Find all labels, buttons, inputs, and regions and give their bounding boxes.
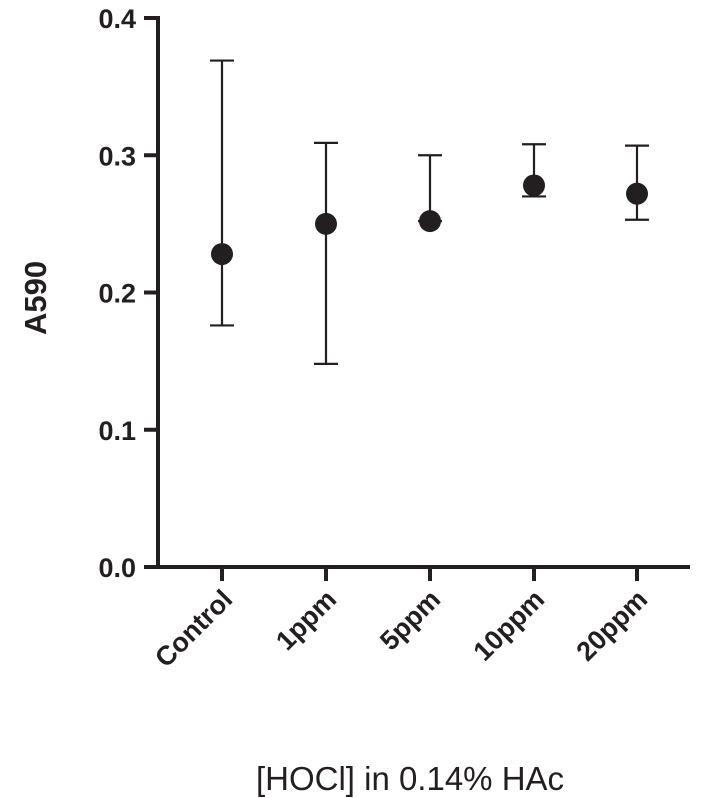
data-point xyxy=(523,174,545,197)
x-tick-label: 1ppm xyxy=(270,584,342,656)
y-tick-label: 0.1 xyxy=(98,416,136,446)
x-tick-label: Control xyxy=(149,584,238,673)
y-tick-label: 0.2 xyxy=(98,279,136,309)
data-marks xyxy=(210,59,649,365)
y-axis-title: A590 xyxy=(18,261,53,335)
y-tick-label: 0.4 xyxy=(98,4,136,34)
x-axis-title: [HOCl] in 0.14% HAc xyxy=(256,760,564,797)
data-point xyxy=(211,243,233,266)
y-tick-label: 0.0 xyxy=(98,553,136,583)
y-axis: 0.0 0.1 0.2 0.3 0.4 xyxy=(98,4,160,583)
x-tick-label: 10ppm xyxy=(467,584,550,667)
x-axis: Control 1ppm 5ppm 10ppm 20ppm xyxy=(149,565,690,673)
x-tick-label: 20ppm xyxy=(570,584,653,667)
data-point xyxy=(315,212,337,235)
data-point xyxy=(626,182,648,205)
x-tick-label: 5ppm xyxy=(374,584,446,656)
y-tick-label: 0.3 xyxy=(98,141,136,171)
data-point xyxy=(419,210,441,233)
